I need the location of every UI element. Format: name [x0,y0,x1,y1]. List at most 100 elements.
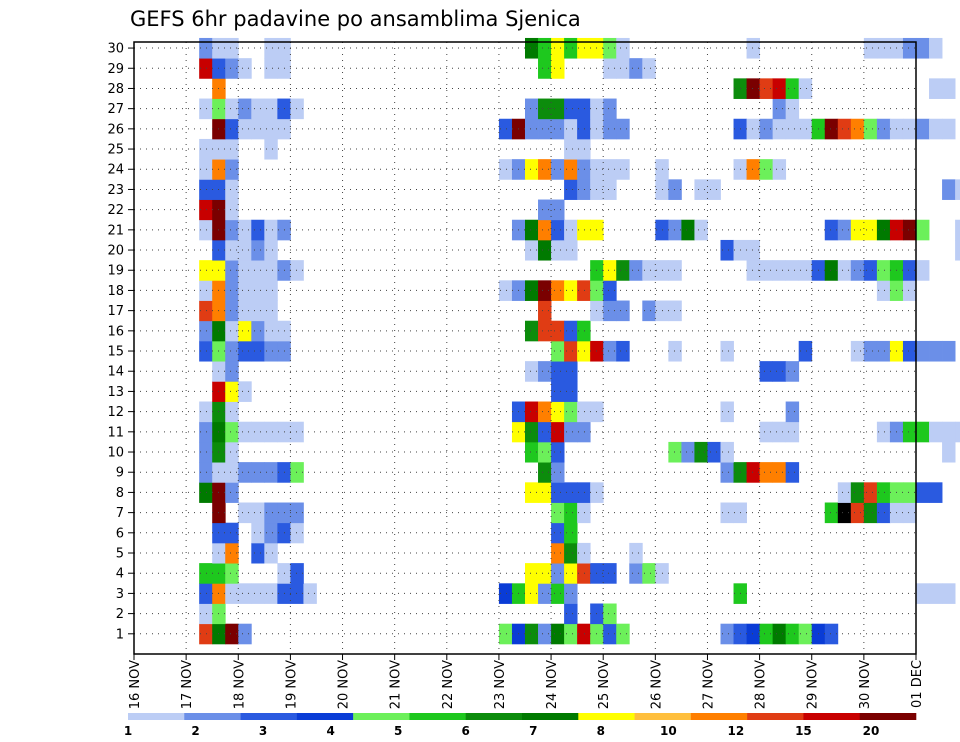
heatmap-cell [251,219,265,241]
heatmap-cell [785,361,800,382]
heatmap-cell [538,118,552,140]
heatmap-cell [538,623,552,645]
heatmap-cell [603,280,617,301]
heatmap-cell [902,421,917,443]
heatmap-cell [720,502,734,524]
heatmap-cell [772,462,787,483]
heatmap-cell [225,138,239,160]
heatmap-cell [850,502,865,524]
heatmap-cell [251,421,265,443]
heatmap-cell [264,98,278,120]
heatmap-cell [577,280,591,301]
heatmap-cell [942,441,956,463]
heatmap-cell [525,280,539,301]
heatmap-cell [564,401,578,423]
heatmap-cell [564,603,578,625]
heatmap-cell [551,361,565,382]
heatmap-cell [942,583,956,604]
colorbar-segment [296,713,354,720]
heatmap-cell [942,118,956,140]
heatmap-cell [251,583,265,604]
heatmap-cell [564,138,578,160]
heatmap-cell [642,300,656,322]
heatmap-cell [942,179,956,200]
heatmap-cell [798,260,813,281]
heatmap-cell [876,118,891,140]
heatmap-cell [290,583,304,604]
heatmap-cell [902,340,917,362]
colorbar-level-label: 15 [795,724,812,738]
colorbar-level-label: 2 [191,724,199,738]
heatmap-cell [955,421,960,443]
heatmap-cell [238,421,252,443]
y-tick-label: 14 [107,365,124,380]
heatmap-cell [759,361,774,382]
heatmap-cell [264,502,278,524]
heatmap-cell [199,199,213,221]
heatmap-cell [551,522,565,544]
heatmap-cell [564,421,578,443]
heatmap-cell [525,159,539,180]
heatmap-cell [863,502,878,524]
heatmap-cell [746,239,760,261]
heatmap-cell [577,98,591,120]
heatmap-cell [564,320,578,342]
heatmap-cell [837,219,852,241]
heatmap-cell [603,98,617,120]
heatmap-cell [551,401,565,423]
heatmap-cell [498,583,513,604]
heatmap-cell [759,118,774,140]
heatmap-cell [694,441,708,463]
heatmap-cell [225,260,239,281]
colorbar-level-label: 6 [462,724,470,738]
x-tick-label: 20 NOV [337,660,352,709]
heatmap-cell [538,482,552,503]
heatmap-cell [238,280,252,301]
colorbar-legend: 1 2 3 4 5 6 7 8 10 12 15 20 [124,713,917,738]
heatmap-cell [225,542,239,564]
heatmap-cell [225,37,239,59]
heatmap-cell [916,260,930,281]
heatmap-cell [225,199,239,221]
y-tick-label: 19 [107,264,124,279]
heatmap-cell [759,78,774,99]
heatmap-cell [238,300,252,322]
y-tick-label: 25 [107,143,124,158]
heatmap-cell [525,583,539,604]
y-tick-label: 28 [107,82,124,97]
heatmap-cell [902,118,917,140]
heatmap-cell [759,159,774,180]
heatmap-cell [551,421,565,443]
heatmap-cell [564,179,578,200]
heatmap-cell [551,219,565,241]
heatmap-cell [929,482,943,503]
heatmap-cell [225,320,239,342]
heatmap-cell [225,179,239,200]
heatmap-cell [251,280,265,301]
heatmap-cell [916,421,930,443]
plot-frame [133,41,917,655]
heatmap-cell [824,260,839,281]
heatmap-cell [785,401,800,423]
heatmap-cell [577,401,591,423]
heatmap-cell [251,320,265,342]
heatmap-cell [238,320,252,342]
heatmap-cell [902,37,917,59]
heatmap-cell [785,421,800,443]
heatmap-cell [225,239,239,261]
heatmap-cell [837,482,852,503]
heatmap-cell [955,239,960,261]
heatmap-cell [603,340,617,362]
heatmap-cell [863,260,878,281]
heatmap-cell [577,179,591,200]
heatmap-cell [668,219,682,241]
y-tick-label: 11 [107,425,124,440]
heatmap-cell [551,340,565,362]
heatmap-cell [551,563,565,584]
heatmap-cell [564,118,578,140]
heatmap-cell [798,78,813,99]
heatmap-cell [577,320,591,342]
heatmap-cell [538,280,552,301]
heatmap-cell [564,482,578,503]
heatmap-cell [577,542,591,564]
